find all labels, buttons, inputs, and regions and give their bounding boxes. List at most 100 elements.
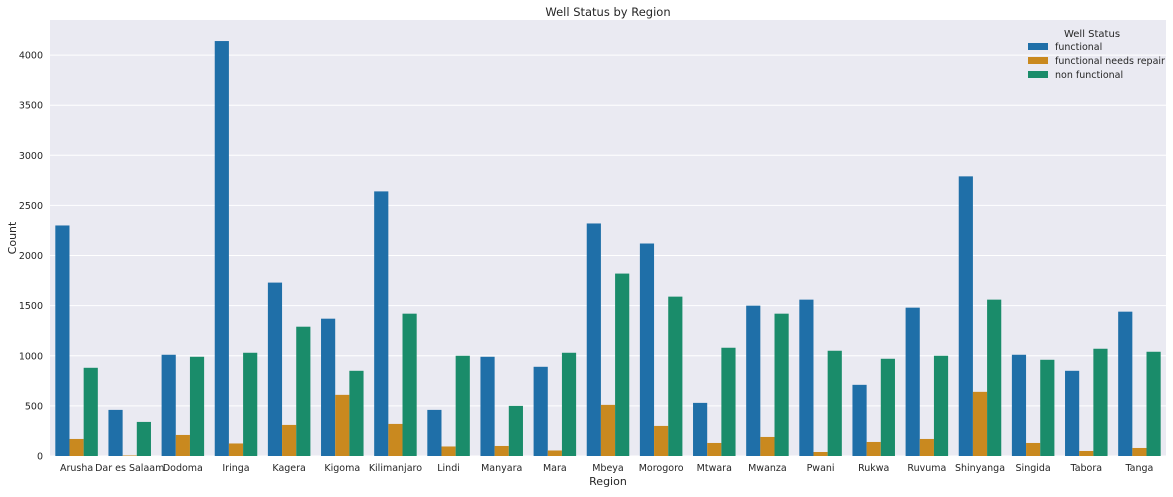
x-tick-label: Rukwa — [858, 463, 889, 474]
bar — [827, 350, 842, 456]
bar — [349, 370, 364, 456]
y-tick-label: 3000 — [19, 151, 43, 162]
bar — [799, 299, 814, 456]
x-tick-label: Manyara — [481, 463, 522, 474]
bar — [987, 299, 1002, 456]
x-tick-label: Mwanza — [748, 463, 787, 474]
bar — [427, 409, 442, 456]
legend-swatch — [1028, 43, 1048, 50]
legend-label: non functional — [1055, 70, 1123, 81]
bar — [972, 391, 988, 456]
x-tick-label: Mbeya — [592, 463, 624, 474]
bar — [69, 438, 84, 456]
y-tick-label: 2500 — [19, 201, 43, 212]
bar — [83, 367, 98, 456]
bar — [189, 356, 205, 456]
bar — [1146, 351, 1161, 456]
x-tick-label: Lindi — [437, 463, 460, 474]
bar — [335, 394, 350, 456]
x-tick-label: Ruvuma — [907, 463, 946, 474]
y-tick-label: 1500 — [19, 301, 43, 312]
y-tick-label: 500 — [25, 401, 43, 412]
bar — [1079, 450, 1094, 456]
bar — [615, 273, 630, 456]
bar — [282, 424, 297, 456]
bar — [905, 307, 920, 456]
bar — [441, 446, 456, 456]
x-tick-label: Iringa — [222, 463, 249, 474]
bar — [746, 305, 761, 456]
bar — [243, 352, 258, 456]
bar — [547, 450, 562, 456]
x-tick-label: Dodoma — [163, 463, 203, 474]
bar — [388, 423, 403, 456]
y-tick-label: 0 — [37, 452, 43, 463]
x-tick-label: Mtwara — [697, 463, 732, 474]
bar — [533, 366, 548, 456]
x-tick-label: Tabora — [1069, 463, 1102, 474]
bar — [774, 313, 789, 456]
bar — [1093, 348, 1108, 456]
x-tick-label: Singida — [1016, 463, 1051, 474]
bar — [1065, 370, 1080, 456]
legend-label: functional — [1055, 42, 1102, 53]
bar — [1026, 442, 1041, 456]
bar — [760, 436, 775, 456]
y-tick-label: 1000 — [19, 351, 43, 362]
y-tick-label: 3500 — [19, 101, 43, 112]
bar — [721, 347, 736, 456]
x-tick-label: Pwani — [807, 463, 835, 474]
bar — [480, 356, 495, 456]
bar — [933, 355, 949, 456]
bar — [813, 451, 828, 456]
bar — [1040, 359, 1055, 456]
bar — [402, 313, 417, 456]
x-tick-label: Kilimanjaro — [369, 463, 422, 474]
x-tick-label: Morogoro — [639, 463, 684, 474]
bar — [654, 425, 669, 456]
legend-swatch — [1028, 57, 1048, 64]
bar — [958, 176, 973, 456]
bar — [586, 223, 601, 456]
legend: Well Status functional functional needs r… — [1028, 29, 1165, 81]
bar — [455, 355, 470, 456]
x-tick-label: Dar es Salaam — [95, 463, 164, 474]
bar — [1011, 354, 1027, 456]
bar — [55, 225, 70, 456]
bar — [136, 421, 151, 456]
bar — [668, 296, 683, 456]
legend-label: functional needs repair — [1055, 56, 1165, 67]
legend-swatch — [1028, 71, 1048, 78]
bar — [919, 438, 934, 456]
plot-area — [50, 20, 1166, 456]
bar — [508, 405, 523, 456]
bar — [296, 326, 311, 456]
bar — [122, 455, 137, 456]
bar — [321, 318, 336, 456]
bars — [55, 41, 1161, 456]
bar — [214, 41, 229, 456]
bar — [561, 352, 577, 456]
y-axis-label: Count — [6, 221, 19, 254]
x-tick-label: Tanga — [1124, 463, 1153, 474]
bar — [693, 402, 708, 456]
y-tick-label: 2000 — [19, 251, 43, 262]
x-axis-label: Region — [589, 475, 627, 488]
bar — [1132, 447, 1147, 456]
bar — [494, 445, 509, 456]
bar — [175, 434, 190, 456]
bar — [639, 243, 655, 456]
bar — [161, 354, 176, 456]
y-tick-label: 4000 — [19, 51, 43, 62]
bar — [866, 441, 881, 456]
x-tick-label: Kagera — [272, 463, 306, 474]
bar — [1118, 311, 1133, 456]
x-tick-label: Arusha — [60, 463, 93, 474]
x-tick-label: Shinyanga — [955, 463, 1005, 474]
y-tick-labels: 0 500 1000 1500 2000 2500 3000 3500 4000 — [19, 51, 43, 463]
bar — [108, 409, 123, 456]
bar — [374, 191, 389, 456]
